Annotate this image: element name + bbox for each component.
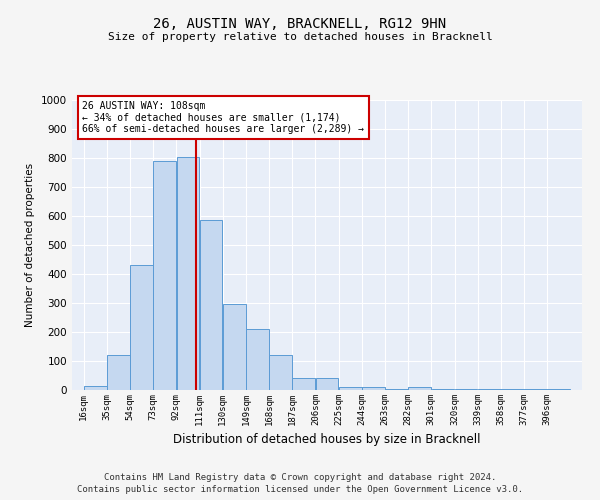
- Bar: [107, 355, 130, 390]
- Text: 26 AUSTIN WAY: 108sqm
← 34% of detached houses are smaller (1,174)
66% of semi-d: 26 AUSTIN WAY: 108sqm ← 34% of detached …: [82, 100, 364, 134]
- Bar: [409, 387, 431, 390]
- Bar: [385, 388, 408, 390]
- Bar: [176, 156, 199, 390]
- Bar: [431, 388, 454, 390]
- Y-axis label: Number of detached properties: Number of detached properties: [25, 163, 35, 327]
- Bar: [339, 387, 362, 390]
- Bar: [269, 355, 292, 390]
- Bar: [84, 386, 107, 390]
- Bar: [154, 161, 176, 390]
- Text: Contains public sector information licensed under the Open Government Licence v3: Contains public sector information licen…: [77, 485, 523, 494]
- Bar: [316, 378, 338, 390]
- Bar: [200, 220, 223, 390]
- Text: Size of property relative to detached houses in Bracknell: Size of property relative to detached ho…: [107, 32, 493, 42]
- Bar: [547, 388, 570, 390]
- Text: Contains HM Land Registry data © Crown copyright and database right 2024.: Contains HM Land Registry data © Crown c…: [104, 472, 496, 482]
- X-axis label: Distribution of detached houses by size in Bracknell: Distribution of detached houses by size …: [173, 434, 481, 446]
- Bar: [362, 387, 385, 390]
- Bar: [223, 304, 245, 390]
- Bar: [246, 329, 269, 390]
- Bar: [130, 266, 153, 390]
- Bar: [292, 378, 315, 390]
- Text: 26, AUSTIN WAY, BRACKNELL, RG12 9HN: 26, AUSTIN WAY, BRACKNELL, RG12 9HN: [154, 18, 446, 32]
